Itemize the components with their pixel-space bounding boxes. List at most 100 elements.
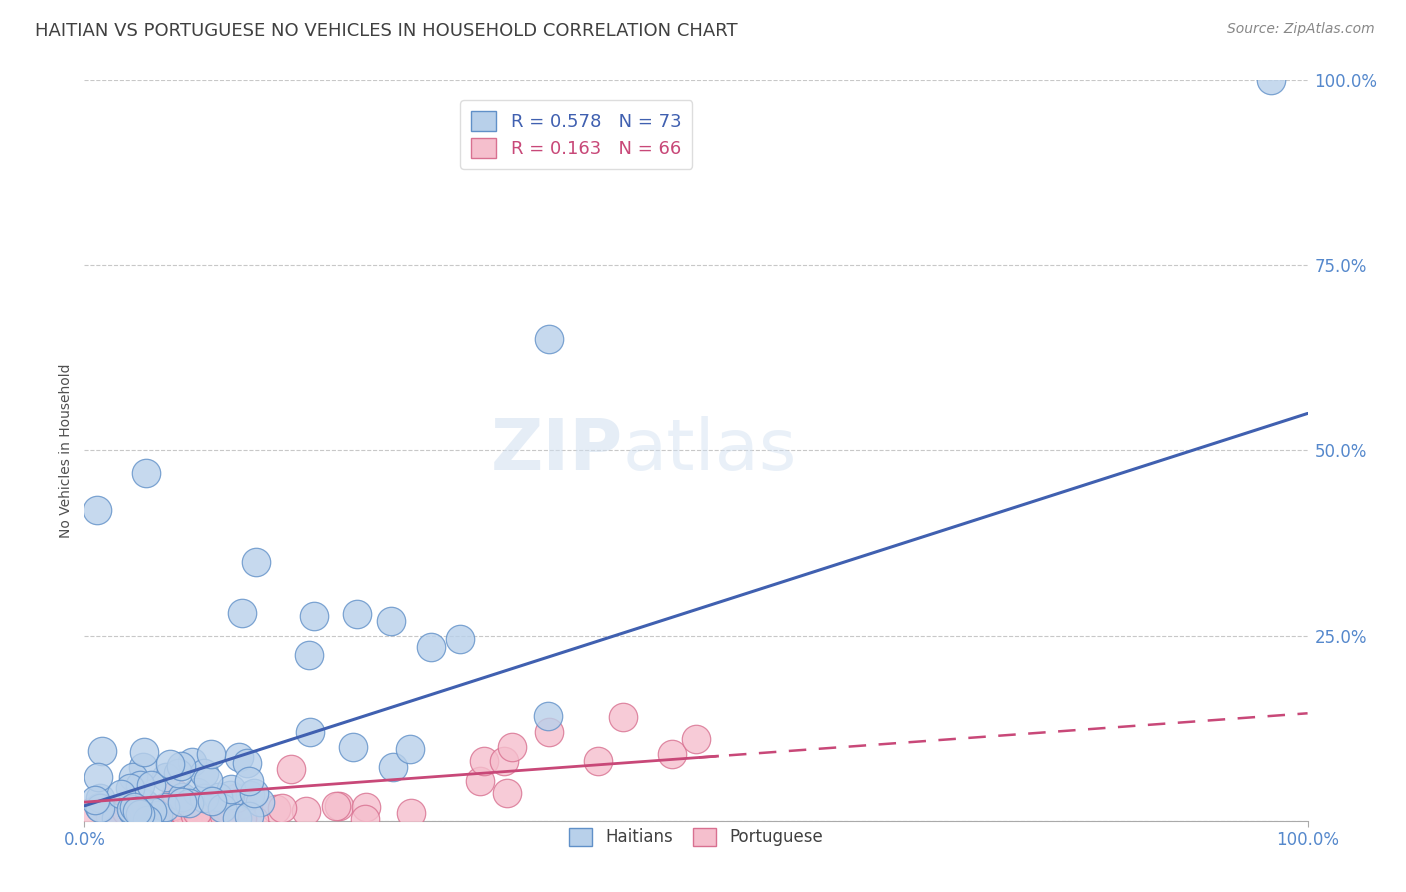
Point <box>661 747 683 761</box>
Point <box>128 800 150 814</box>
Point <box>419 640 441 654</box>
Point <box>238 774 260 789</box>
Text: ZIP: ZIP <box>491 416 623 485</box>
Point <box>186 805 208 820</box>
Point <box>162 799 184 814</box>
Point <box>200 796 222 810</box>
Point <box>103 807 125 822</box>
Point <box>193 766 215 780</box>
Point <box>177 796 200 810</box>
Point <box>200 747 222 761</box>
Point <box>229 812 252 826</box>
Point <box>120 780 142 795</box>
Point <box>121 805 143 819</box>
Point <box>685 732 707 747</box>
Point <box>153 800 176 814</box>
Point <box>132 809 155 823</box>
Point <box>146 813 169 827</box>
Point <box>135 466 157 480</box>
Point <box>346 607 368 621</box>
Point <box>105 811 128 825</box>
Point <box>132 760 155 774</box>
Point <box>239 789 262 803</box>
Point <box>181 809 204 823</box>
Point <box>110 787 132 801</box>
Point <box>134 746 156 760</box>
Point <box>325 799 347 814</box>
Point <box>211 801 233 815</box>
Point <box>146 808 169 822</box>
Point <box>120 812 142 826</box>
Point <box>380 614 402 628</box>
Point <box>399 742 422 756</box>
Point <box>236 756 259 770</box>
Point <box>156 800 179 814</box>
Point <box>538 724 561 739</box>
Point <box>87 799 110 814</box>
Point <box>139 779 162 793</box>
Point <box>82 804 104 818</box>
Point <box>120 802 142 816</box>
Point <box>121 799 143 814</box>
Point <box>382 760 405 774</box>
Point <box>87 770 110 784</box>
Point <box>174 802 197 816</box>
Point <box>245 555 267 569</box>
Point <box>86 502 108 516</box>
Point <box>243 786 266 800</box>
Point <box>129 813 152 827</box>
Point <box>166 765 188 780</box>
Point <box>121 797 143 811</box>
Point <box>201 793 224 807</box>
Point <box>125 813 148 827</box>
Point <box>104 805 127 819</box>
Point <box>231 607 253 621</box>
Point <box>243 813 266 827</box>
Point <box>176 812 198 826</box>
Point <box>155 770 177 784</box>
Point <box>342 740 364 755</box>
Point <box>125 810 148 824</box>
Point <box>538 332 561 346</box>
Point <box>170 789 193 804</box>
Point <box>249 795 271 809</box>
Point <box>280 762 302 776</box>
Point <box>221 809 243 823</box>
Text: Source: ZipAtlas.com: Source: ZipAtlas.com <box>1227 22 1375 37</box>
Point <box>226 811 249 825</box>
Point <box>214 807 236 822</box>
Point <box>141 808 163 822</box>
Point <box>173 805 195 819</box>
Point <box>156 804 179 818</box>
Point <box>122 799 145 814</box>
Y-axis label: No Vehicles in Household: No Vehicles in Household <box>59 363 73 538</box>
Point <box>217 801 239 815</box>
Point <box>143 812 166 826</box>
Point <box>294 804 316 818</box>
Point <box>170 795 193 809</box>
Point <box>494 755 516 769</box>
Point <box>298 725 321 739</box>
Point <box>122 804 145 818</box>
Point <box>204 813 226 827</box>
Point <box>180 755 202 769</box>
Point <box>124 808 146 822</box>
Point <box>612 710 634 724</box>
Point <box>186 785 208 799</box>
Point <box>190 808 212 822</box>
Point <box>502 739 524 754</box>
Point <box>231 811 253 825</box>
Point <box>1260 73 1282 87</box>
Point <box>122 771 145 785</box>
Point <box>449 632 471 647</box>
Point <box>146 812 169 826</box>
Point <box>228 750 250 764</box>
Point <box>115 805 138 819</box>
Point <box>219 782 242 797</box>
Point <box>399 805 422 820</box>
Point <box>586 755 609 769</box>
Point <box>193 790 215 805</box>
Point <box>302 609 325 624</box>
Point <box>264 802 287 816</box>
Point <box>238 809 260 823</box>
